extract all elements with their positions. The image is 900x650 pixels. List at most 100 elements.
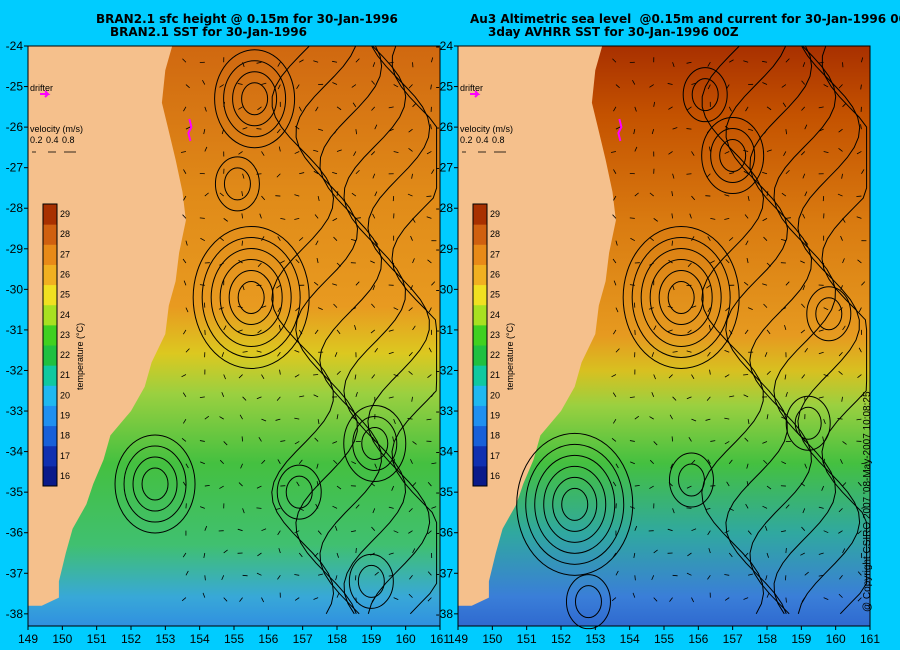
velocity-arrow (239, 597, 243, 602)
velocity-arrow (818, 506, 824, 509)
velocity-arrow (407, 193, 413, 197)
velocity-arrow (762, 441, 768, 444)
velocity-arrow (431, 462, 437, 465)
velocity-arrow (352, 102, 357, 108)
velocity-arrow (670, 463, 673, 469)
velocity-arrow (261, 374, 265, 380)
velocity-arrow (221, 352, 225, 358)
lon-tick-label: 153 (585, 632, 605, 646)
velocity-arrow (313, 281, 319, 286)
velocity-arrow (336, 106, 342, 111)
velocity-arrow (691, 418, 697, 422)
lon-tick-label: 158 (757, 632, 777, 646)
velocity-arrow (237, 83, 243, 85)
velocity-arrow (372, 285, 376, 291)
velocity-arrow (280, 260, 285, 264)
velocity-arrow (651, 392, 655, 397)
velocity-arrow (724, 151, 730, 154)
velocity-arrow (258, 436, 262, 442)
velocity-arrow (785, 58, 790, 63)
velocity-arrow (686, 350, 692, 353)
velocity-arrow (277, 84, 281, 90)
colorbar-tick-label: 29 (60, 209, 70, 219)
velocity-arrow (804, 191, 808, 197)
colorbar-segment (473, 365, 487, 386)
velocity-arrow (388, 351, 394, 355)
velocity-arrow (724, 597, 730, 601)
velocity-arrow (613, 106, 617, 112)
velocity-arrow (408, 593, 413, 598)
velocity-arrow (743, 374, 749, 376)
velocity-arrow (765, 575, 768, 581)
eddy-ring (343, 404, 407, 482)
eddy-ring (691, 78, 719, 112)
velocity-arrow (241, 213, 243, 219)
velocity-arrow (687, 552, 692, 557)
velocity-arrow (707, 575, 711, 580)
velocity-arrow (408, 128, 413, 133)
velocity-arrow (629, 284, 635, 286)
velocity-arrow (261, 151, 265, 156)
velocity-arrow (710, 260, 715, 264)
velocity-arrow (708, 146, 711, 152)
height-contour (821, 45, 868, 615)
velocity-arrow (427, 571, 432, 576)
colorbar-tick-label: 19 (490, 411, 500, 421)
eddy-ring (276, 464, 322, 520)
velocity-arrow (744, 214, 749, 219)
velocity-arrow (181, 597, 187, 602)
colorbar-segment (43, 224, 57, 245)
velocity-arrow (729, 395, 735, 398)
lat-tick-label: -37 (6, 566, 24, 580)
velocity-arrow (856, 418, 862, 421)
velocity-arrow (408, 371, 413, 375)
colorbar-tick-label: 26 (490, 270, 500, 280)
eddy-ring (631, 236, 731, 358)
colorbar-tick-label: 25 (490, 290, 500, 300)
lon-tick-label: 150 (52, 632, 72, 646)
velocity-arrow (204, 525, 208, 531)
velocity-arrow (667, 528, 673, 532)
velocity-arrow (204, 415, 210, 420)
eddy-ring (516, 432, 634, 576)
velocity-arrow (632, 79, 636, 85)
drifter-track (187, 118, 193, 142)
velocity-scale-value: 0.4 (476, 135, 489, 145)
velocity-arrow (242, 285, 245, 291)
colorbar-segment (43, 324, 57, 346)
left-map-panel: -24 -25 -26 -27 -28 -29 -30 -31 -32 -33 -34 -35 -36 -… (6, 39, 450, 646)
velocity-arrow (861, 462, 867, 465)
velocity-arrow (780, 238, 786, 242)
velocity-arrow (634, 192, 639, 197)
velocity-arrow (278, 548, 281, 554)
velocity-arrow (649, 416, 654, 420)
eddy-ring (719, 139, 747, 173)
eddy-ring (815, 297, 843, 331)
velocity-arrow (724, 217, 730, 220)
velocity-arrow (242, 574, 248, 577)
velocity-arrow (629, 396, 635, 399)
lat-tick-label: -24 (436, 39, 454, 53)
velocity-arrow (762, 60, 768, 63)
velocity-arrow (818, 396, 824, 399)
velocity-arrow (204, 146, 208, 152)
velocity-arrow (634, 415, 640, 420)
velocity-scale-value: 0.8 (492, 135, 505, 145)
velocity-arrow (649, 459, 654, 465)
drifter-marker (40, 90, 51, 98)
velocity-arrow (686, 572, 692, 576)
velocity-arrow (691, 195, 696, 201)
colorbar-tick-label: 21 (490, 370, 500, 380)
velocity-arrow (199, 506, 205, 509)
velocity-arrow (314, 437, 319, 442)
eddy-ring (348, 553, 394, 609)
lon-tick-label: 159 (361, 632, 381, 646)
velocity-arrow (185, 307, 189, 313)
velocity-arrow (653, 549, 658, 554)
velocity-arrow (318, 573, 324, 576)
colorbar-tick-label: 20 (490, 390, 500, 400)
velocity-arrow (277, 459, 281, 464)
velocity-arrow (393, 151, 399, 154)
velocity-arrow (804, 571, 809, 576)
velocity-arrow (706, 284, 711, 289)
